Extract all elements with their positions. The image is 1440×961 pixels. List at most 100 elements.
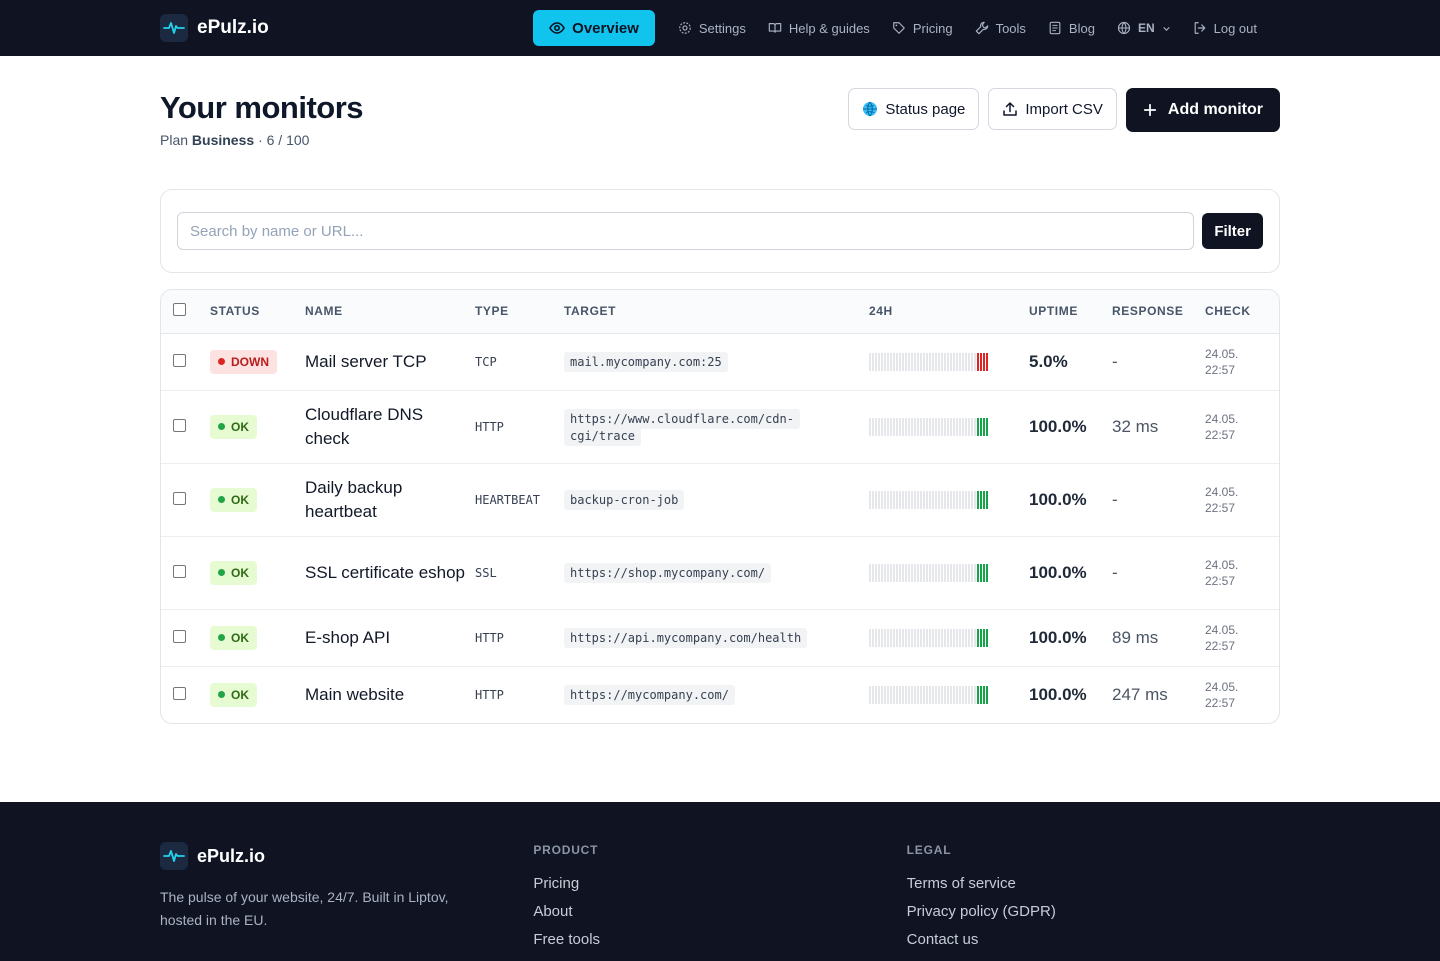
uptime-bar	[986, 685, 988, 704]
search-input[interactable]: Search by name or URL...	[177, 212, 1195, 250]
footer-link-about[interactable]: About	[533, 903, 573, 920]
uptime-bar	[965, 352, 967, 371]
uptime-bar	[944, 685, 946, 704]
row-checkbox[interactable]	[173, 418, 186, 432]
uptime-bar	[947, 490, 949, 509]
table-row[interactable]: OK SSL certificate eshop SSL https://shop.m…	[161, 536, 1279, 610]
uptime-bar	[881, 563, 883, 582]
uptime-bar	[908, 628, 910, 647]
uptime-bar	[905, 352, 907, 371]
monitor-name[interactable]: E-shop API	[305, 609, 475, 667]
uptime-24h-bars	[869, 628, 1029, 647]
uptime-bar	[935, 490, 937, 509]
nav-settings[interactable]: Settings	[667, 10, 757, 46]
last-check-time: 22:57	[1205, 695, 1236, 710]
uptime-bar	[899, 490, 901, 509]
uptime-bar	[983, 352, 985, 371]
uptime-bar	[902, 352, 904, 371]
uptime-bar	[965, 563, 967, 582]
add-monitor-button[interactable]: Add monitor	[1125, 88, 1280, 132]
row-checkbox[interactable]	[173, 491, 186, 505]
monitor-name[interactable]: Main website	[305, 684, 405, 704]
plan-usage: · 6 / 100	[258, 132, 310, 148]
uptime-bar	[974, 685, 976, 704]
footer-brand[interactable]: ePulz.io	[160, 842, 533, 870]
last-check-date: 24.05.	[1205, 679, 1239, 694]
uptime-bar	[923, 628, 925, 647]
nav-logout[interactable]: Log out	[1182, 10, 1268, 46]
footer-link-free-tools[interactable]: Free tools	[533, 931, 601, 948]
uptime-bar	[923, 352, 925, 371]
footer-heading-product: PRODUCT	[533, 843, 599, 857]
table-row[interactable]: OK Main website HTTP https://mycompany.com/…	[161, 666, 1279, 723]
language-selector[interactable]: EN	[1106, 10, 1182, 46]
uptime-24h-bars	[869, 417, 1029, 436]
table-row[interactable]: OK Daily backup heartbeat HEARTBEAT backup-…	[161, 463, 1279, 537]
monitor-target: https://shop.mycompany.com/	[564, 563, 772, 583]
pulse-logo-icon	[160, 14, 188, 42]
last-check-cell: 24.05. 22:57	[1205, 609, 1279, 667]
uptime-bar	[875, 685, 877, 704]
uptime-bar	[914, 417, 916, 436]
nav-overview[interactable]: Overview	[533, 10, 655, 46]
row-checkbox[interactable]	[173, 686, 186, 700]
column-header-name[interactable]: NAME	[305, 290, 475, 334]
status-cell: OK	[210, 609, 305, 667]
uptime-bar	[890, 490, 892, 509]
table-row[interactable]: OK E-shop API HTTP https://api.mycompany.co…	[161, 609, 1279, 667]
uptime-bar	[896, 352, 898, 371]
book-icon	[768, 23, 782, 33]
monitor-response: 32 ms	[1112, 390, 1205, 464]
row-checkbox[interactable]	[173, 353, 186, 367]
uptime-bar	[869, 417, 871, 436]
monitor-name[interactable]: Mail server TCP	[305, 333, 475, 391]
column-header-status[interactable]: STATUS	[210, 290, 305, 334]
import-csv-button[interactable]: Import CSV	[988, 88, 1117, 130]
footer-link-terms[interactable]: Terms of service	[906, 875, 1016, 892]
column-header-response[interactable]: RESPONSE	[1112, 290, 1205, 334]
nav-tools[interactable]: Tools	[964, 10, 1037, 46]
uptime-bar	[914, 563, 916, 582]
uptime-bar	[938, 352, 940, 371]
filter-button[interactable]: Filter	[1202, 213, 1263, 249]
uptime-bar	[893, 490, 895, 509]
column-header-target[interactable]: TARGET	[564, 290, 869, 334]
table-row[interactable]: DOWN Mail server TCP TCP mail.mycompany.com…	[161, 333, 1279, 391]
footer-link-contact[interactable]: Contact us	[906, 931, 979, 948]
uptime-bar	[905, 628, 907, 647]
footer-link-pricing[interactable]: Pricing	[533, 875, 580, 892]
column-header-check[interactable]: CHECK	[1205, 290, 1279, 334]
uptime-bar	[926, 685, 928, 704]
footer-link-privacy[interactable]: Privacy policy (GDPR)	[906, 903, 1056, 920]
column-header-uptime[interactable]: UPTIME	[1029, 290, 1112, 334]
status-page-button[interactable]: Status page	[848, 88, 980, 130]
uptime-bar	[893, 628, 895, 647]
uptime-bar	[944, 628, 946, 647]
table-row[interactable]: OK Cloudflare DNS check HTTP https://www.cl…	[161, 390, 1279, 464]
last-check-time: 22:57	[1205, 427, 1236, 442]
uptime-bar	[971, 352, 973, 371]
uptime-bar	[977, 352, 979, 371]
nav-help[interactable]: Help & guides	[757, 10, 881, 46]
column-header-type[interactable]: TYPE	[475, 290, 564, 334]
row-checkbox[interactable]	[173, 564, 186, 578]
uptime-bar	[887, 490, 889, 509]
uptime-bar	[887, 417, 889, 436]
monitor-name[interactable]: Cloudflare DNS check	[305, 390, 475, 464]
nav-pricing[interactable]: Pricing	[881, 10, 964, 46]
nav-blog[interactable]: Blog	[1037, 10, 1106, 46]
uptime-bar	[944, 490, 946, 509]
last-check-time: 22:57	[1205, 500, 1236, 515]
uptime-bar	[929, 563, 931, 582]
brand-logo-link[interactable]: ePulz.io	[160, 14, 269, 42]
uptime-bar	[932, 490, 934, 509]
uptime-bar	[962, 628, 964, 647]
monitor-name[interactable]: Daily backup heartbeat	[305, 463, 475, 537]
uptime-bar	[953, 685, 955, 704]
uptime-bar	[881, 352, 883, 371]
select-all-checkbox[interactable]	[173, 303, 186, 317]
uptime-bar	[974, 352, 976, 371]
uptime-bar	[932, 417, 934, 436]
row-checkbox[interactable]	[173, 629, 186, 643]
monitor-name[interactable]: SSL certificate eshop	[305, 536, 475, 610]
